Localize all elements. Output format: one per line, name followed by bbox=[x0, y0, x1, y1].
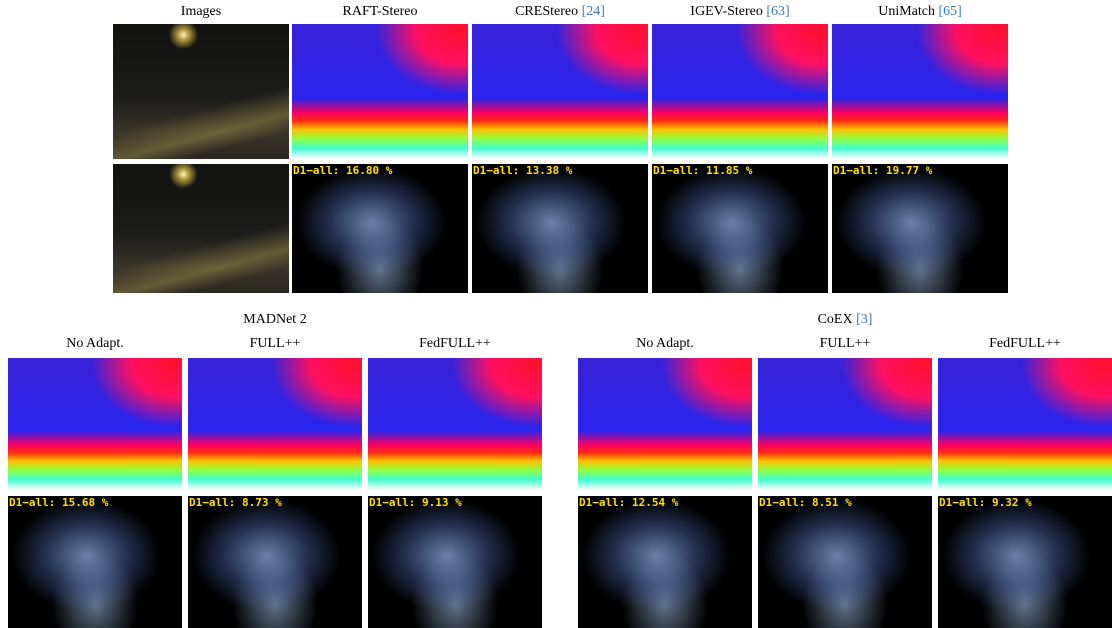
column-header-text: FULL++ bbox=[820, 336, 871, 351]
error-label: D1−all: 16.80 % bbox=[293, 164, 392, 177]
column-header-text: No Adapt. bbox=[66, 336, 124, 351]
error-map: D1−all: 19.77 % bbox=[832, 164, 1008, 293]
column-header: FedFULL++ bbox=[419, 336, 491, 352]
disparity-map bbox=[652, 24, 828, 159]
column-header: No Adapt. bbox=[636, 336, 694, 352]
disparity-map bbox=[188, 358, 362, 490]
error-label: D1−all: 8.73 % bbox=[189, 496, 282, 509]
error-map: D1−all: 9.13 % bbox=[368, 496, 542, 628]
disparity-map bbox=[368, 358, 542, 490]
error-map: D1−all: 15.68 % bbox=[8, 496, 182, 628]
citation: [63] bbox=[766, 4, 789, 19]
column-header: FULL++ bbox=[820, 336, 871, 352]
column-header-text: Images bbox=[181, 4, 221, 19]
column-header: UniMatch [65] bbox=[878, 4, 962, 20]
column-header-text: CREStereo bbox=[515, 4, 578, 19]
error-label: D1−all: 9.32 % bbox=[939, 496, 1032, 509]
column-header-text: FedFULL++ bbox=[989, 336, 1061, 351]
column-header-text: No Adapt. bbox=[636, 336, 694, 351]
disparity-map bbox=[8, 358, 182, 490]
figure: Images RAFT-Stereo D1−all: 16.80 % CREStere… bbox=[0, 0, 1112, 628]
column-header-text: FedFULL++ bbox=[419, 336, 491, 351]
error-map: D1−all: 11.85 % bbox=[652, 164, 828, 293]
column-header: Images bbox=[181, 4, 221, 20]
column-header: CREStereo [24] bbox=[515, 4, 605, 20]
group-title: CoEX [3] bbox=[818, 312, 873, 328]
disparity-map bbox=[938, 358, 1112, 490]
disparity-map bbox=[472, 24, 648, 159]
error-label: D1−all: 11.85 % bbox=[653, 164, 752, 177]
error-map: D1−all: 13.38 % bbox=[472, 164, 648, 293]
column-header: FULL++ bbox=[250, 336, 301, 352]
disparity-map bbox=[832, 24, 1008, 159]
left-image bbox=[113, 24, 289, 159]
error-label: D1−all: 12.54 % bbox=[579, 496, 678, 509]
group-title-text: CoEX bbox=[818, 312, 853, 327]
citation: [3] bbox=[856, 312, 872, 327]
column-header: RAFT-Stereo bbox=[343, 4, 418, 20]
disparity-map bbox=[578, 358, 752, 490]
error-label: D1−all: 13.38 % bbox=[473, 164, 572, 177]
column-header-text: IGEV-Stereo bbox=[690, 4, 763, 19]
error-map: D1−all: 8.51 % bbox=[758, 496, 932, 628]
error-map: D1−all: 9.32 % bbox=[938, 496, 1112, 628]
error-label: D1−all: 9.13 % bbox=[369, 496, 462, 509]
error-map: D1−all: 12.54 % bbox=[578, 496, 752, 628]
column-header-text: UniMatch bbox=[878, 4, 935, 19]
column-header-text: RAFT-Stereo bbox=[343, 4, 418, 19]
error-label: D1−all: 8.51 % bbox=[759, 496, 852, 509]
column-header: No Adapt. bbox=[66, 336, 124, 352]
error-map: D1−all: 8.73 % bbox=[188, 496, 362, 628]
citation: [65] bbox=[938, 4, 961, 19]
group-title: MADNet 2 bbox=[243, 312, 306, 328]
citation: [24] bbox=[582, 4, 605, 19]
column-header: FedFULL++ bbox=[989, 336, 1061, 352]
error-map: D1−all: 16.80 % bbox=[292, 164, 468, 293]
group-title-text: MADNet 2 bbox=[243, 312, 306, 327]
disparity-map bbox=[292, 24, 468, 159]
column-header: IGEV-Stereo [63] bbox=[690, 4, 789, 20]
right-image bbox=[113, 164, 289, 293]
error-label: D1−all: 15.68 % bbox=[9, 496, 108, 509]
error-label: D1−all: 19.77 % bbox=[833, 164, 932, 177]
column-header-text: FULL++ bbox=[250, 336, 301, 351]
disparity-map bbox=[758, 358, 932, 490]
